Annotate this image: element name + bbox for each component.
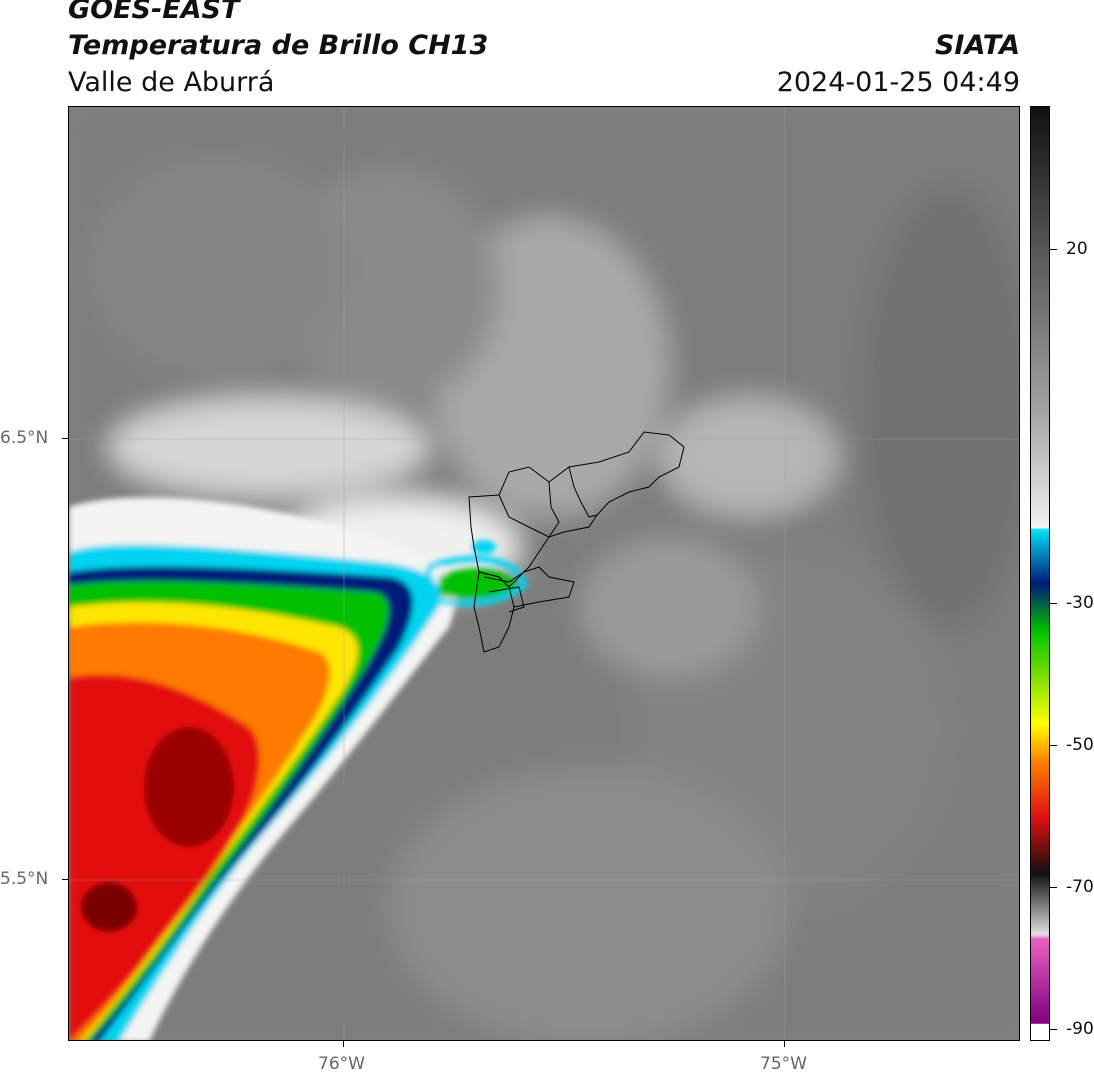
colorbar-tick xyxy=(1050,887,1057,888)
municipality-boundaries xyxy=(468,431,685,653)
colorbar-label-minus-90: -90 xyxy=(1066,1019,1094,1039)
lat-tick xyxy=(62,879,68,880)
lat-tick xyxy=(62,438,68,439)
colorbar-label-20: 20 xyxy=(1066,239,1088,259)
colorbar-label-minus-70: -70 xyxy=(1066,877,1094,897)
lat-label-5-5: 5.5°N xyxy=(0,869,49,889)
lat-label-6-5: 6.5°N xyxy=(0,428,49,448)
cloud-texture xyxy=(69,107,1019,1040)
region-subtitle: Valle de Aburrá xyxy=(68,67,275,98)
graticule xyxy=(69,107,1019,1040)
lon-label-76w: 76°W xyxy=(318,1054,365,1074)
brightness-temperature-map xyxy=(68,106,1020,1041)
timestamp-label: 2024-01-25 04:49 xyxy=(776,67,1020,98)
product-title: Temperatura de Brillo CH13 xyxy=(68,30,489,61)
agency-label: SIATA xyxy=(934,30,1020,61)
lon-label-75w: 75°W xyxy=(760,1054,807,1074)
colorbar-svg xyxy=(1031,107,1049,1040)
map-svg xyxy=(69,107,1019,1040)
colorbar-label-minus-50: -50 xyxy=(1066,735,1094,755)
satellite-title: GOES-EAST xyxy=(68,0,240,25)
colorbar-tick xyxy=(1050,745,1057,746)
lon-tick xyxy=(343,1041,344,1047)
colorbar-tick xyxy=(1050,1029,1057,1030)
convective-cloud xyxy=(69,497,528,1040)
lon-tick xyxy=(784,1041,785,1047)
colorbar-label-minus-30: -30 xyxy=(1066,593,1094,613)
temperature-colorbar xyxy=(1030,106,1050,1041)
colorbar-tick xyxy=(1050,249,1057,250)
colorbar-tick xyxy=(1050,603,1057,604)
